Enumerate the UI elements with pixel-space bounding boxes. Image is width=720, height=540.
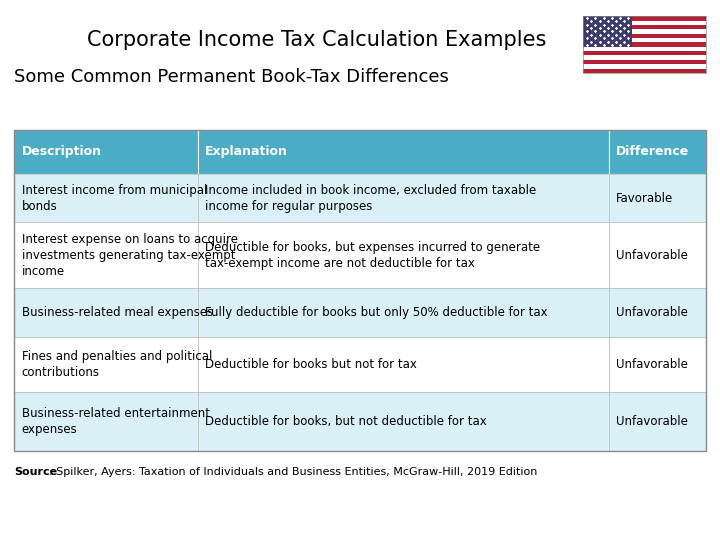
Text: : Spilker, Ayers: Taxation of Individuals and Business Entities, McGraw-Hill, 20: : Spilker, Ayers: Taxation of Individual… [49, 467, 537, 477]
Text: Favorable: Favorable [616, 192, 673, 205]
Bar [583, 47, 706, 51]
Bar [583, 16, 632, 47]
Text: Business-related meal expenses: Business-related meal expenses [22, 306, 213, 319]
Bar [583, 60, 706, 64]
Text: Difference: Difference [616, 145, 689, 158]
Bar [197, 336, 609, 392]
Bar [583, 16, 706, 21]
Bar [14, 174, 197, 222]
Bar [609, 336, 706, 392]
Bar [583, 38, 706, 42]
Bar [14, 392, 197, 451]
Bar [197, 130, 609, 174]
Text: Description: Description [22, 145, 102, 158]
Bar [583, 25, 706, 29]
Bar [197, 392, 609, 451]
Bar [14, 336, 197, 392]
Text: Corporate Income Tax Calculation Examples: Corporate Income Tax Calculation Example… [87, 30, 546, 50]
Text: Unfavorable: Unfavorable [616, 415, 688, 428]
Bar [197, 174, 609, 222]
Text: Deductible for books, but expenses incurred to generate
tax-exempt income are no: Deductible for books, but expenses incur… [204, 241, 540, 270]
Text: Explanation: Explanation [204, 145, 288, 158]
Bar [583, 21, 706, 25]
Bar [609, 222, 706, 288]
Text: Interest expense on loans to acquire
investments generating tax-exempt
income: Interest expense on loans to acquire inv… [22, 233, 238, 278]
Text: Unfavorable: Unfavorable [616, 358, 688, 371]
Text: Deductible for books but not for tax: Deductible for books but not for tax [204, 358, 417, 371]
Text: Source: Source [14, 467, 58, 477]
Bar [14, 130, 706, 451]
Bar [583, 56, 706, 60]
Text: Fully deductible for books but only 50% deductible for tax: Fully deductible for books but only 50% … [204, 306, 547, 319]
Bar [583, 33, 706, 38]
Bar [197, 222, 609, 288]
Text: Income included in book income, excluded from taxable
income for regular purpose: Income included in book income, excluded… [204, 184, 536, 213]
Text: Interest income from municipal
bonds: Interest income from municipal bonds [22, 184, 207, 213]
Bar [14, 222, 197, 288]
Bar [609, 288, 706, 336]
Bar [609, 130, 706, 174]
Bar [583, 51, 706, 56]
Bar [14, 288, 197, 336]
Bar [609, 174, 706, 222]
Text: Business-related entertainment
expenses: Business-related entertainment expenses [22, 407, 210, 436]
Bar [583, 29, 706, 33]
Text: Deductible for books, but not deductible for tax: Deductible for books, but not deductible… [204, 415, 487, 428]
Text: Some Common Permanent Book-Tax Differences: Some Common Permanent Book-Tax Differenc… [14, 68, 449, 85]
Bar [583, 64, 706, 69]
Text: Fines and penalties and political
contributions: Fines and penalties and political contri… [22, 350, 212, 379]
Bar [14, 130, 197, 174]
Bar [609, 392, 706, 451]
Text: Unfavorable: Unfavorable [616, 249, 688, 262]
Bar [583, 16, 706, 73]
Text: Unfavorable: Unfavorable [616, 306, 688, 319]
Bar [583, 42, 706, 47]
Bar [197, 288, 609, 336]
Bar [583, 69, 706, 73]
